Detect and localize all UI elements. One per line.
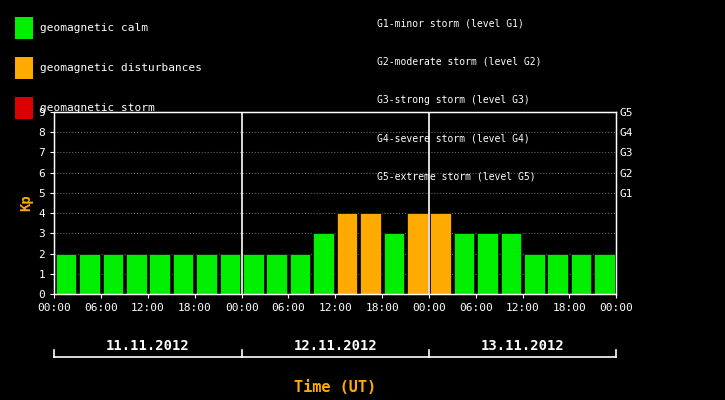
Bar <box>173 254 194 294</box>
Text: geomagnetic storm: geomagnetic storm <box>40 103 154 113</box>
Text: G3-strong storm (level G3): G3-strong storm (level G3) <box>377 95 530 105</box>
Bar <box>126 254 146 294</box>
Bar <box>220 254 240 294</box>
Text: G5-extreme storm (level G5): G5-extreme storm (level G5) <box>377 171 536 181</box>
Bar <box>571 254 592 294</box>
Bar <box>454 233 474 294</box>
Text: 11.11.2012: 11.11.2012 <box>106 339 190 353</box>
Bar <box>196 254 217 294</box>
Bar <box>360 213 381 294</box>
Text: geomagnetic calm: geomagnetic calm <box>40 23 148 33</box>
Text: geomagnetic disturbances: geomagnetic disturbances <box>40 63 202 73</box>
Bar <box>79 254 100 294</box>
Bar <box>431 213 451 294</box>
Bar <box>336 213 357 294</box>
Bar <box>524 254 544 294</box>
Bar <box>149 254 170 294</box>
Bar <box>547 254 568 294</box>
Bar <box>243 254 264 294</box>
Text: G2-moderate storm (level G2): G2-moderate storm (level G2) <box>377 57 542 67</box>
Bar <box>407 213 428 294</box>
Bar <box>500 233 521 294</box>
Bar <box>56 254 76 294</box>
Bar <box>103 254 123 294</box>
Bar <box>290 254 310 294</box>
Bar <box>313 233 334 294</box>
Y-axis label: Kp: Kp <box>19 195 33 211</box>
Text: 13.11.2012: 13.11.2012 <box>481 339 565 353</box>
Text: 12.11.2012: 12.11.2012 <box>294 339 377 353</box>
Bar <box>477 233 498 294</box>
Bar <box>267 254 287 294</box>
Text: Time (UT): Time (UT) <box>294 380 376 396</box>
Bar <box>594 254 615 294</box>
Text: G1-minor storm (level G1): G1-minor storm (level G1) <box>377 19 524 29</box>
Text: G4-severe storm (level G4): G4-severe storm (level G4) <box>377 133 530 143</box>
Bar <box>384 233 404 294</box>
